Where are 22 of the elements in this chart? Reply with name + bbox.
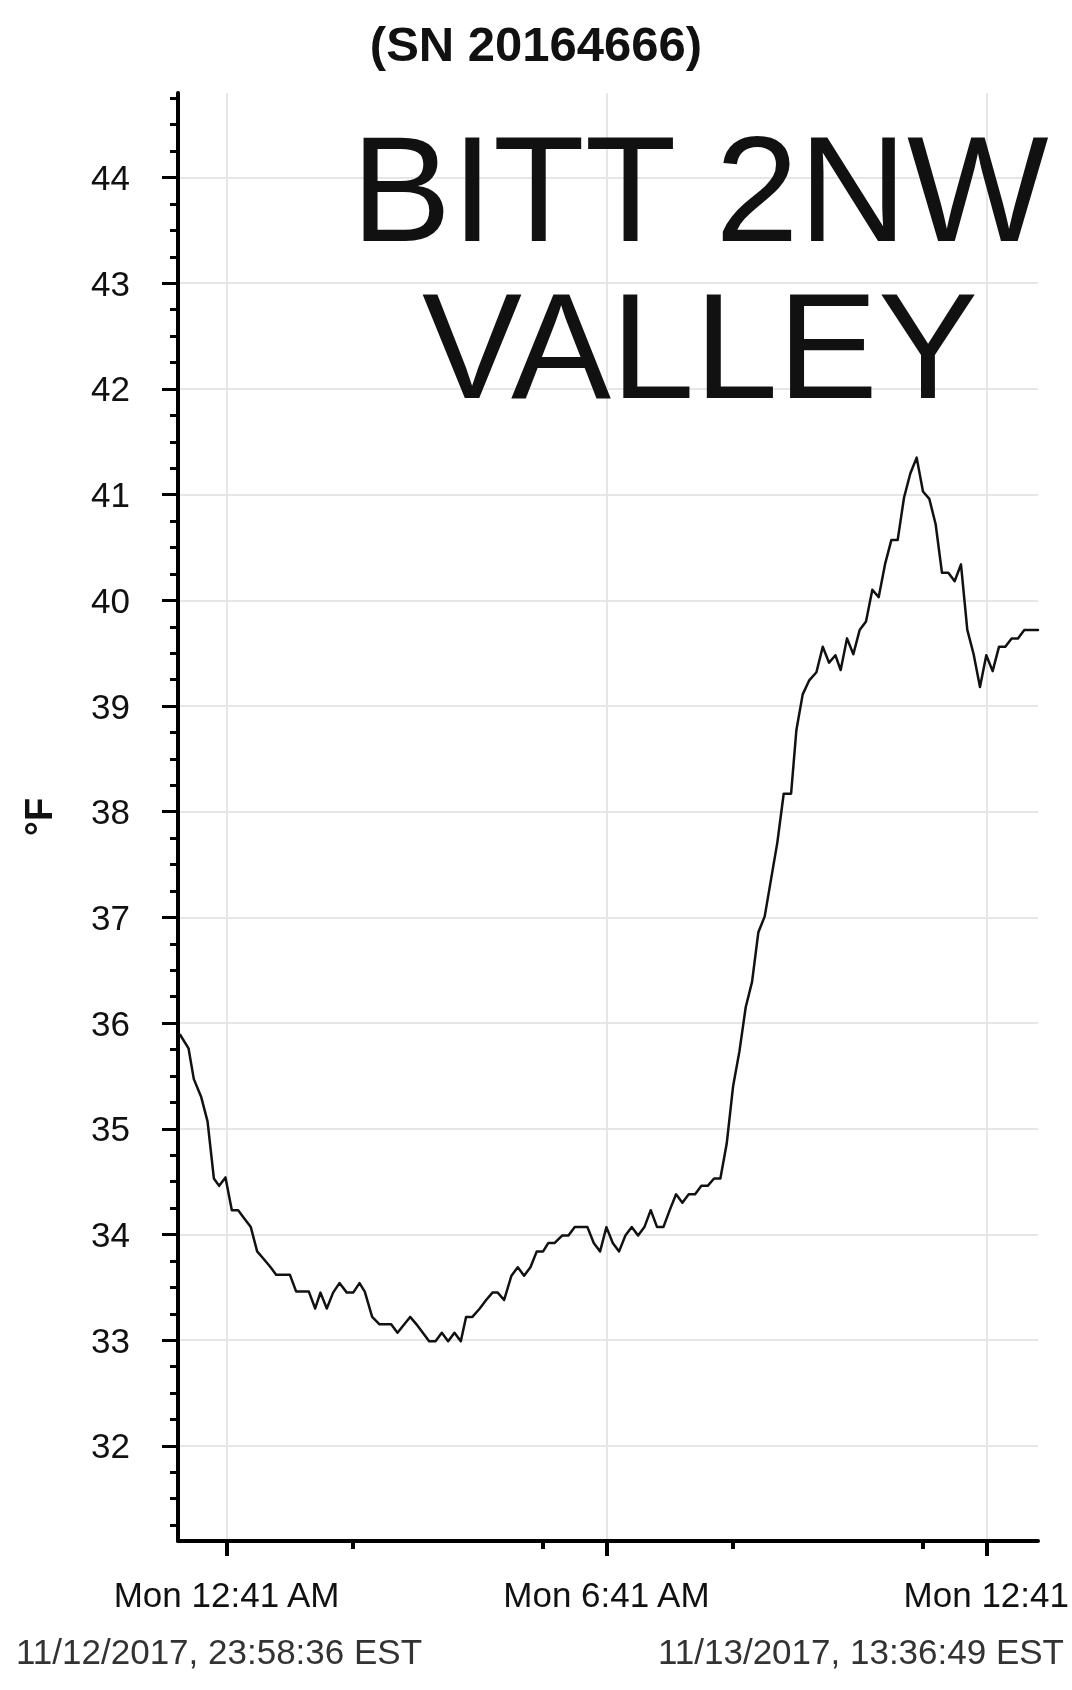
x-tick-label: Mon 12:41 AM [113,1575,340,1614]
y-axis-title: °F [18,797,60,837]
y-tick-label: 44 [91,158,130,198]
text: 11/12/2017, 23:58:36 EST [16,1632,423,1672]
y-tick-label: 36 [91,1003,130,1043]
y-tick-label: 34 [91,1214,130,1254]
y-tick-label: 35 [91,1109,130,1149]
y-tick-label: 32 [91,1426,130,1466]
y-tick-label: 37 [91,897,130,937]
y-tick-label: 41 [91,475,130,515]
chart-title: (SN 20164666) [369,16,703,71]
text: 11/13/2017, 13:36:49 EST [657,1632,1064,1672]
y-tick-label: 38 [91,792,130,832]
y-tick-label: 42 [91,369,130,409]
y-tick-label: 33 [91,1320,130,1360]
x-tick-label: Mon 12:41 [903,1575,1070,1614]
y-tick-label: 43 [91,263,130,303]
annotation: BITT 2NW VALLEY [350,105,1050,430]
x-tick-label: Mon 6:41 AM [503,1575,710,1614]
y-tick-label: 39 [91,686,130,726]
y-tick-label: 40 [91,580,130,620]
line-series [178,456,1040,1343]
